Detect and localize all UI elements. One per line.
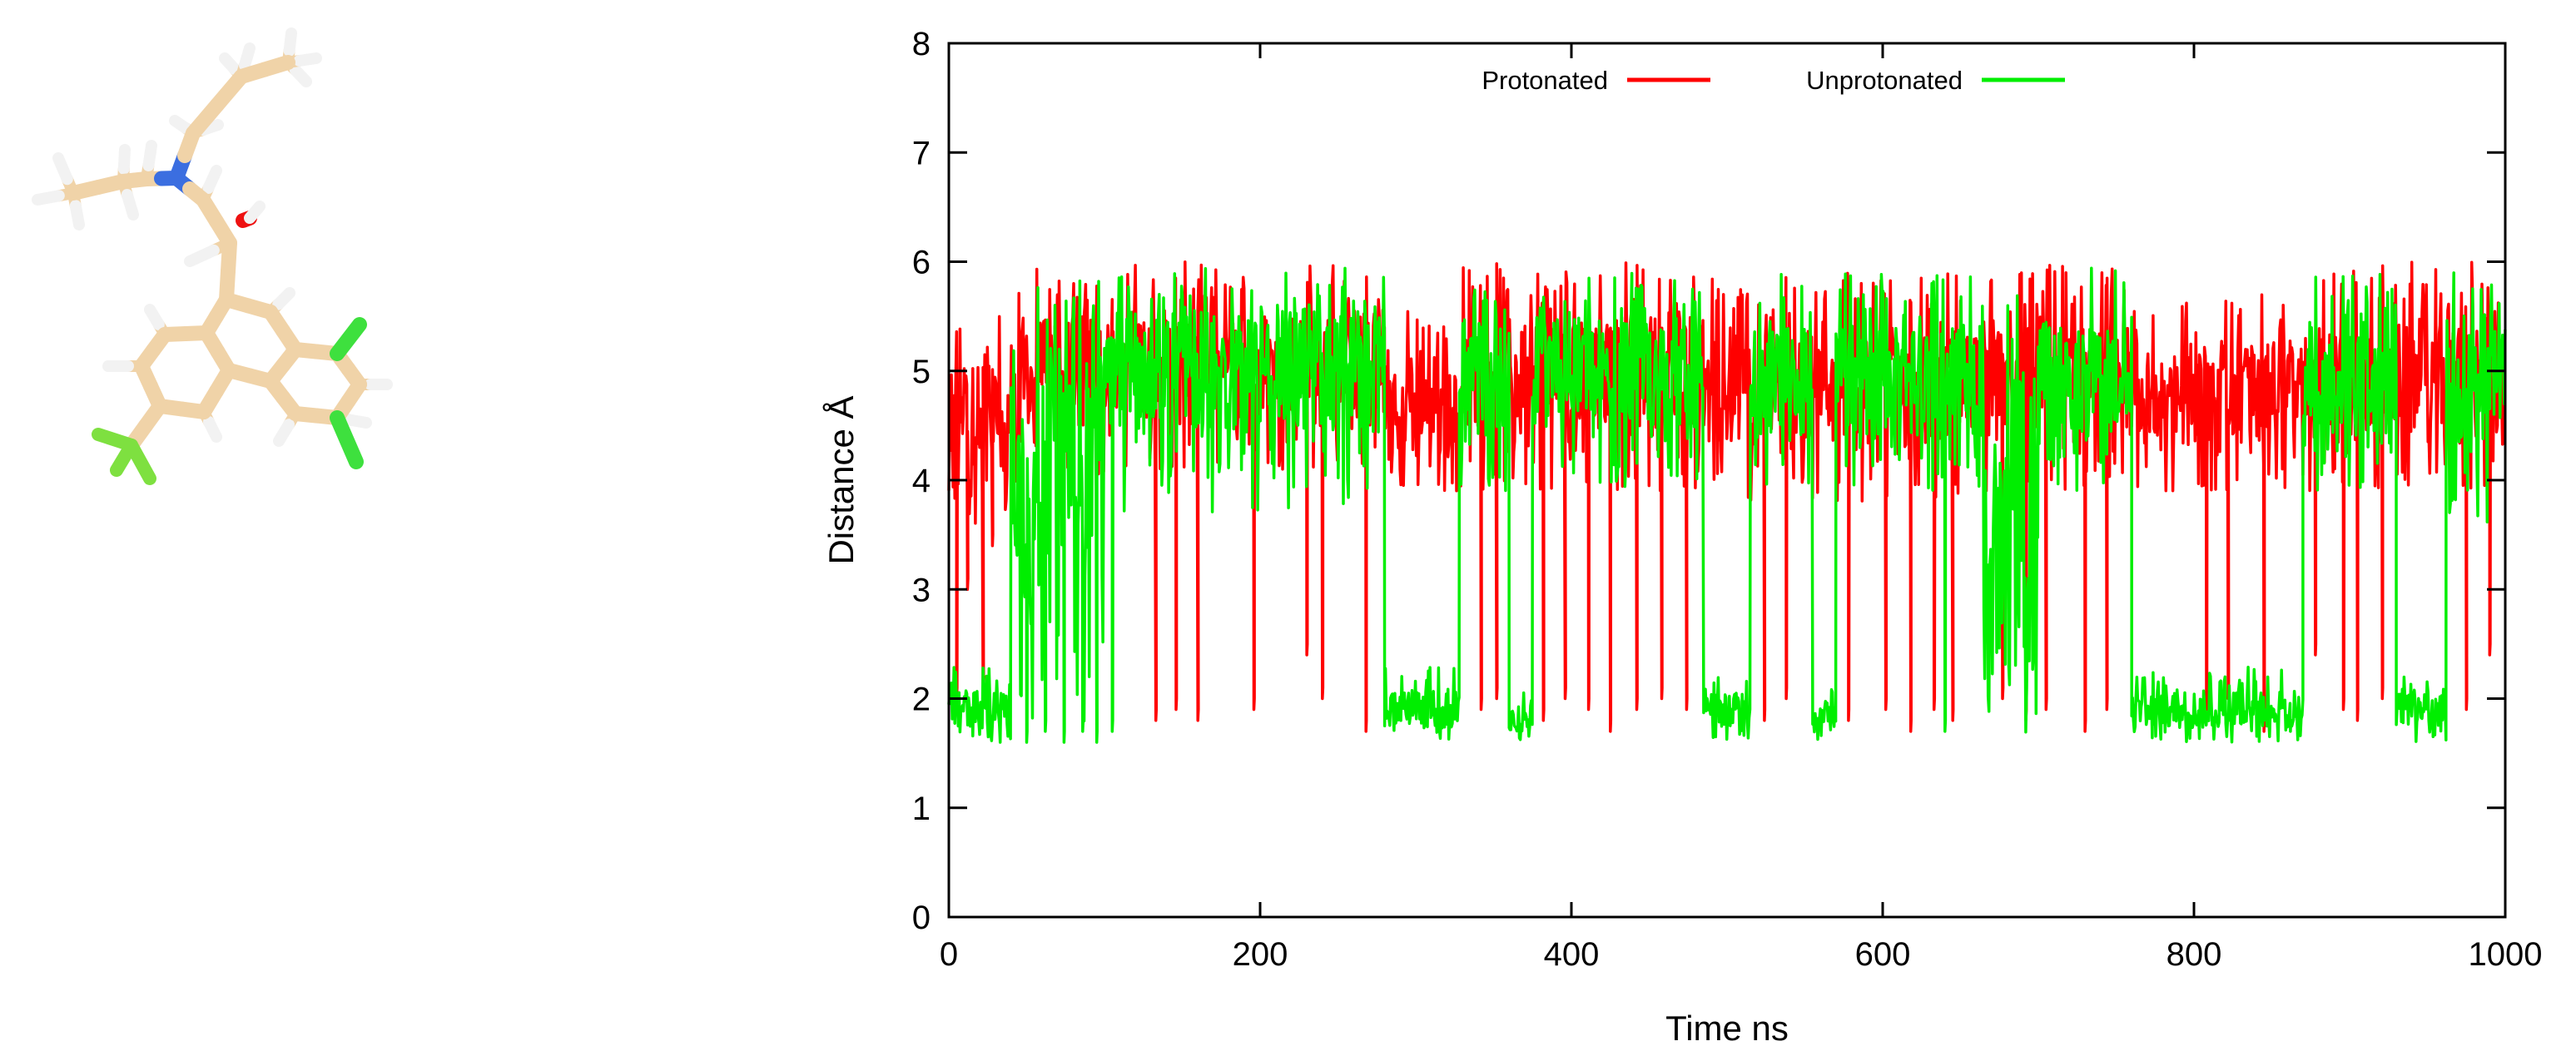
legend-label-unprotonated: Unprotonated [1806, 66, 1963, 95]
bond-c-h [272, 287, 295, 310]
bond-c-cl [330, 317, 367, 361]
bond-c-h [69, 200, 85, 231]
legend-label-protonated: Protonated [1482, 66, 1608, 95]
bond-c-h [283, 27, 297, 57]
y-tick-label: 1 [912, 791, 931, 827]
x-tick-label: 1000 [2469, 936, 2543, 973]
bond-c-h [293, 52, 322, 67]
bond-c-h [142, 140, 157, 171]
x-axis-title: Time ns [1665, 1009, 1789, 1048]
series-layer [947, 260, 2507, 744]
bond-c-cl [330, 410, 364, 469]
bond-c-h [289, 64, 312, 87]
y-tick-label: 0 [912, 900, 931, 936]
bond-c-f [125, 439, 156, 485]
y-tick-label: 5 [912, 354, 931, 390]
bond-c-h [273, 419, 295, 447]
bond [209, 363, 236, 399]
bond-c-h [202, 165, 222, 194]
bond-c-h [184, 244, 220, 267]
bond [209, 292, 234, 324]
bond-c-h [169, 115, 192, 134]
series-line-unprotonated [947, 266, 2507, 744]
bond-c-h [117, 144, 131, 175]
y-tick-label: 2 [912, 682, 931, 718]
x-tick-label: 200 [1233, 936, 1288, 973]
ticks-layer [947, 42, 2507, 919]
bond-c-h [144, 304, 165, 330]
plot-frame [947, 42, 2507, 919]
x-tick-label: 400 [1544, 936, 1600, 973]
y-tick-label: 4 [912, 463, 931, 499]
y-tick-label: 6 [912, 245, 931, 281]
x-tick-label: 0 [940, 936, 958, 973]
x-tick-label: 600 [1855, 936, 1911, 973]
bond-c-h [203, 416, 222, 443]
bond-c-h [239, 42, 256, 72]
legend: Protonated Unprotonated [1482, 66, 2065, 95]
y-tick-label: 8 [912, 26, 931, 62]
bond-c-h [219, 52, 241, 76]
y-tick-label: 7 [912, 135, 931, 171]
bond-c-h [121, 189, 139, 221]
bond-c-h [343, 414, 372, 429]
bond [257, 55, 295, 77]
molecule-structure [32, 27, 393, 485]
bond [263, 374, 290, 405]
bond-c-h [32, 190, 65, 206]
y-tick-label: 3 [912, 572, 931, 608]
tick-labels: 0 200 400 600 800 1000 0 1 2 3 4 5 6 7 8 [912, 26, 2543, 973]
bond-o-h [244, 201, 266, 224]
bond-c-h [52, 152, 73, 186]
x-tick-label: 800 [2167, 936, 2222, 973]
y-axis-title: Distance Å [821, 395, 861, 564]
molecule-bonds [32, 27, 393, 485]
